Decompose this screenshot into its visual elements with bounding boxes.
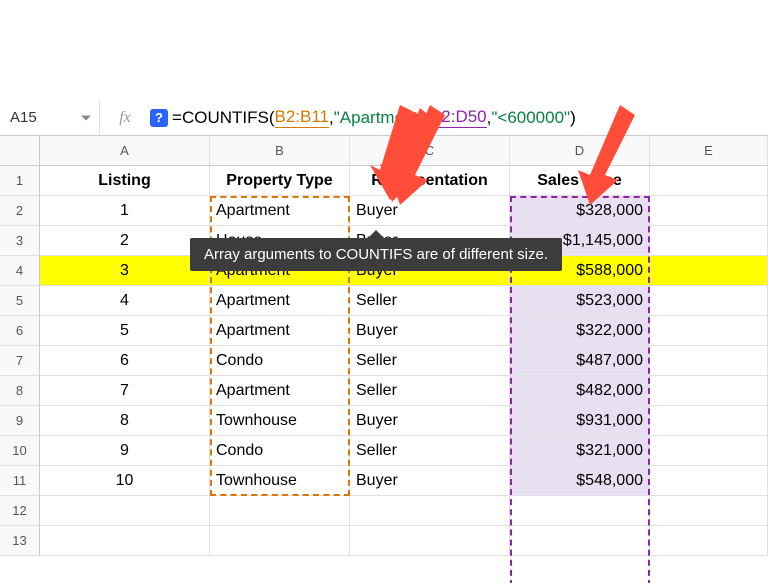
cell[interactable]: Seller	[350, 346, 510, 376]
annotation-arrow-2	[540, 100, 640, 210]
cell[interactable]	[650, 196, 768, 226]
cell[interactable]	[650, 406, 768, 436]
row-header[interactable]: 5	[0, 286, 40, 316]
table-row: 8TownhouseBuyer$931,000	[40, 406, 768, 436]
fx-label: fx	[100, 100, 150, 135]
formula-range1: B2:B11	[275, 107, 330, 128]
cell[interactable]: $931,000	[510, 406, 650, 436]
row-header[interactable]: 13	[0, 526, 40, 556]
cell[interactable]	[210, 496, 350, 526]
cell[interactable]: $487,000	[510, 346, 650, 376]
cell[interactable]	[650, 496, 768, 526]
name-box[interactable]: A15	[0, 100, 100, 135]
cell[interactable]	[650, 286, 768, 316]
row-header[interactable]: 9	[0, 406, 40, 436]
table-row: 7ApartmentSeller$482,000	[40, 376, 768, 406]
row-header[interactable]: 2	[0, 196, 40, 226]
cell[interactable]	[650, 376, 768, 406]
cell[interactable]: Apartment	[210, 196, 350, 226]
cell[interactable]: Apartment	[210, 286, 350, 316]
table-row: 6CondoSeller$487,000	[40, 346, 768, 376]
row-header[interactable]: 10	[0, 436, 40, 466]
cell[interactable]: Apartment	[210, 376, 350, 406]
formula-eq: =	[172, 108, 182, 128]
cell[interactable]: Buyer	[350, 406, 510, 436]
header-cell-B[interactable]: Property Type	[210, 166, 350, 196]
cell[interactable]: $321,000	[510, 436, 650, 466]
annotation-arrow-1	[350, 100, 450, 210]
row-header[interactable]: 11	[0, 466, 40, 496]
cell[interactable]	[40, 526, 210, 556]
row-header[interactable]: 3	[0, 226, 40, 256]
column-header-B[interactable]: B	[210, 136, 350, 166]
row-header[interactable]: 12	[0, 496, 40, 526]
cell[interactable]	[650, 436, 768, 466]
cell[interactable]	[650, 256, 768, 286]
header-cell-A[interactable]: Listing	[40, 166, 210, 196]
row-header[interactable]: 7	[0, 346, 40, 376]
cell[interactable]: 5	[40, 316, 210, 346]
cell[interactable]: Townhouse	[210, 406, 350, 436]
cell[interactable]: 4	[40, 286, 210, 316]
cell[interactable]: Seller	[350, 376, 510, 406]
column-header-E[interactable]: E	[650, 136, 768, 166]
column-header-A[interactable]: A	[40, 136, 210, 166]
row-header[interactable]: 4	[0, 256, 40, 286]
cell[interactable]: Apartment	[210, 316, 350, 346]
row-header[interactable]: 1	[0, 166, 40, 196]
cell[interactable]: Condo	[210, 436, 350, 466]
cell[interactable]	[210, 526, 350, 556]
cell[interactable]: 7	[40, 376, 210, 406]
error-tooltip: Array arguments to COUNTIFS are of diffe…	[190, 238, 562, 271]
cell[interactable]	[650, 466, 768, 496]
cell[interactable]: $523,000	[510, 286, 650, 316]
cell[interactable]: Buyer	[350, 466, 510, 496]
formula-fn: COUNTIFS	[182, 108, 269, 128]
cell[interactable]: $322,000	[510, 316, 650, 346]
cell[interactable]: Seller	[350, 436, 510, 466]
cell[interactable]	[350, 526, 510, 556]
header-cell-E[interactable]	[650, 166, 768, 196]
row-header[interactable]: 8	[0, 376, 40, 406]
table-row: 4ApartmentSeller$523,000	[40, 286, 768, 316]
cell[interactable]	[650, 526, 768, 556]
cell-reference: A15	[10, 109, 37, 126]
select-all-corner[interactable]	[0, 136, 40, 166]
cell[interactable]	[510, 496, 650, 526]
table-row: 9CondoSeller$321,000	[40, 436, 768, 466]
cell[interactable]: Seller	[350, 286, 510, 316]
table-row	[40, 496, 768, 526]
help-icon[interactable]: ?	[150, 109, 168, 127]
row-header[interactable]: 6	[0, 316, 40, 346]
table-row: 10TownhouseBuyer$548,000	[40, 466, 768, 496]
cell[interactable]: 2	[40, 226, 210, 256]
table-row: 5ApartmentBuyer$322,000	[40, 316, 768, 346]
cell[interactable]: 1	[40, 196, 210, 226]
cell[interactable]: $548,000	[510, 466, 650, 496]
cell[interactable]: 3	[40, 256, 210, 286]
cell[interactable]: 9	[40, 436, 210, 466]
cell[interactable]	[650, 226, 768, 256]
cell[interactable]	[650, 316, 768, 346]
cell[interactable]	[40, 496, 210, 526]
cell[interactable]	[350, 496, 510, 526]
cell[interactable]: 8	[40, 406, 210, 436]
cell[interactable]	[510, 526, 650, 556]
cell[interactable]: Townhouse	[210, 466, 350, 496]
table-row	[40, 526, 768, 556]
cell[interactable]: 6	[40, 346, 210, 376]
cell[interactable]	[650, 346, 768, 376]
dropdown-icon[interactable]	[81, 115, 91, 120]
cell[interactable]: Buyer	[350, 316, 510, 346]
cell[interactable]: Condo	[210, 346, 350, 376]
formula-input[interactable]: = COUNTIFS ( B2:B11 , "Apartment" , D2:D…	[172, 107, 768, 128]
cell[interactable]: 10	[40, 466, 210, 496]
cell[interactable]: $482,000	[510, 376, 650, 406]
